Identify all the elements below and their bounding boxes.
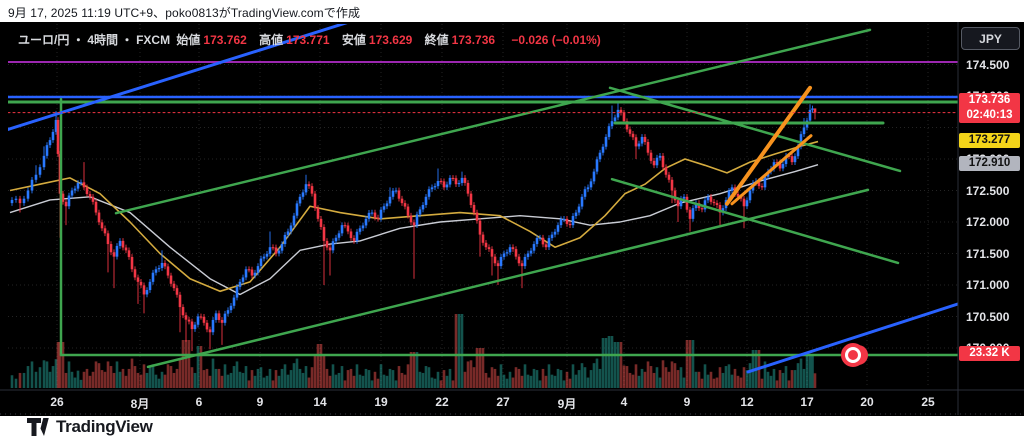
ascending-green-channel-upper: [114, 28, 872, 215]
time-label-22: 22: [435, 395, 449, 409]
footer: [0, 416, 1024, 441]
price-label-174.500: 174.500: [966, 57, 1010, 72]
attribution-bar: 9月 17, 2025 11:19 UTC+9、poko0813がTrading…: [0, 0, 1024, 22]
price-label-172.500: 172.500: [966, 183, 1010, 198]
record-point-marker[interactable]: [841, 342, 868, 367]
blue-ascending-trendline-left: [8, 24, 348, 131]
marker-dot: [848, 349, 858, 360]
price-label-171.000: 171.000: [966, 278, 1010, 292]
ma-white-value-badge: 172.910: [959, 156, 1020, 172]
tradingview-logo-text: TradingView: [56, 417, 153, 436]
time-label-12: 12: [740, 395, 754, 409]
descending-green-lower: [610, 177, 900, 265]
open-value: 173.762: [203, 33, 247, 47]
ma-yellow-value-badge: 173.277: [959, 133, 1020, 149]
orange-trendline-thick: [725, 85, 812, 206]
tradingview-logo[interactable]: TradingView: [27, 417, 153, 437]
descending-green-upper: [608, 86, 902, 173]
change-value: −0.026 (−0.01%): [511, 33, 601, 47]
price-label-172.000: 172.000: [966, 215, 1010, 229]
time-label-20: 20: [860, 395, 874, 409]
price-label-171.500: 171.500: [966, 246, 1010, 261]
time-label-14: 14: [313, 395, 327, 409]
time-label-9月: 9月: [557, 397, 577, 411]
chart-canvas[interactable]: [0, 22, 1024, 416]
last-price-badge: 173.736 02:40:13: [959, 93, 1020, 124]
price-label-170.500: 170.500: [966, 309, 1010, 324]
candlestick-chart[interactable]: [0, 22, 1024, 416]
time-label-25: 25: [921, 395, 935, 409]
time-label-17: 17: [800, 395, 814, 409]
time-label-8月: 8月: [130, 397, 150, 411]
low-value: 173.629: [368, 33, 413, 47]
time-label-19: 19: [374, 395, 388, 409]
orange-trendline-thin: [730, 134, 813, 206]
time-label-27: 27: [496, 395, 510, 409]
volume-value-badge: 23.32 K: [959, 346, 1020, 362]
high-value: 173.771: [286, 33, 330, 47]
time-label-6: 6: [195, 395, 203, 409]
time-label-4: 4: [620, 395, 628, 409]
high-label: 高値: [259, 33, 284, 47]
open-label: 始値: [176, 33, 201, 47]
tradingview-logo-icon: [27, 418, 49, 436]
time-label-9: 9: [683, 395, 691, 409]
chart-legend[interactable]: ユーロ/円・ 4時間・ FXCM 始値 173.762 高値 173.771 安値 173…: [18, 33, 601, 47]
currency-button[interactable]: JPY: [961, 27, 1020, 50]
timeframe[interactable]: 4時間: [87, 33, 119, 47]
time-label-26: 26: [50, 395, 64, 409]
close-label: 終値: [424, 33, 449, 47]
exchange-name: FXCM: [136, 33, 171, 47]
low-label: 安値: [341, 33, 366, 47]
attribution-text: 9月 17, 2025 11:19 UTC+9、poko0813がTrading…: [8, 6, 361, 20]
blue-ascending-trendline-right: [746, 302, 958, 374]
close-value: 173.736: [451, 33, 496, 47]
time-axis[interactable]: 26 8月 6 9 14 19 22 27 9月 4 9 12 17 20 25: [0, 390, 958, 416]
time-label-9: 9: [256, 395, 264, 409]
price-axis[interactable]: 174.500174.000173.000172.500172.000171.5…: [958, 22, 1024, 390]
symbol-name[interactable]: ユーロ/円: [18, 33, 70, 47]
